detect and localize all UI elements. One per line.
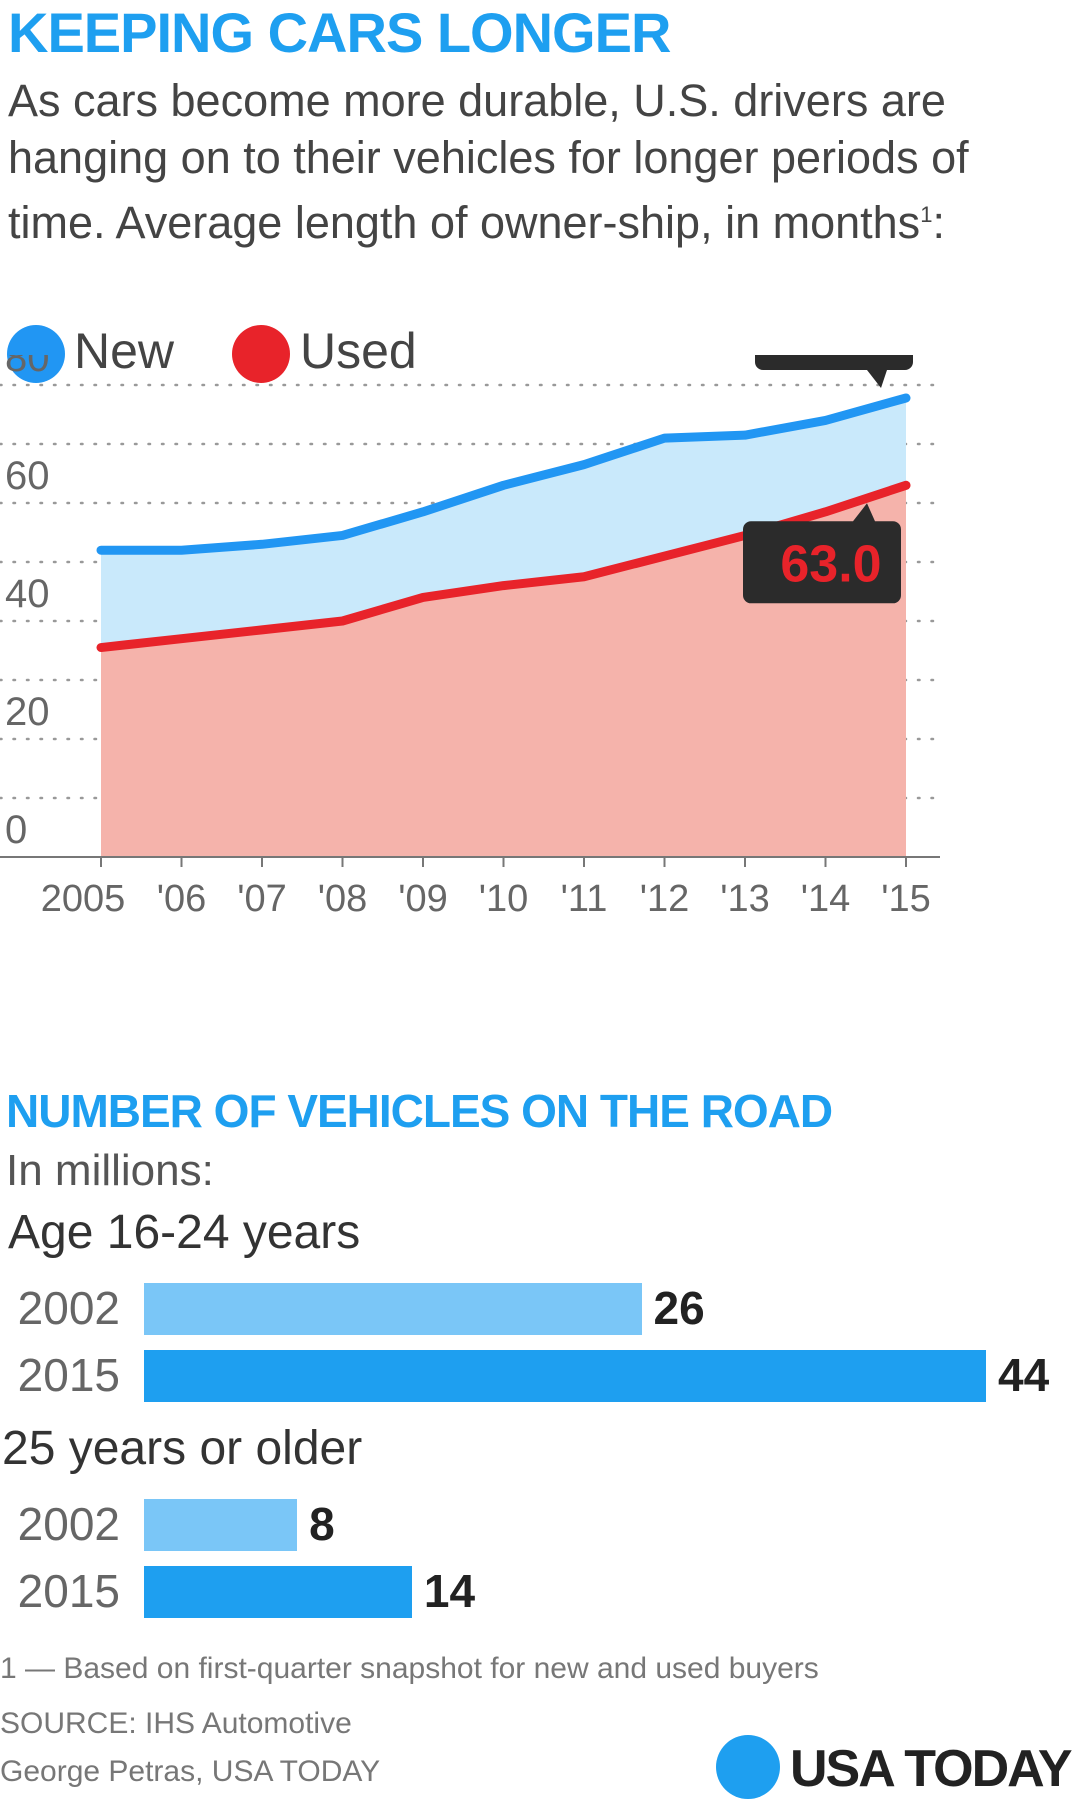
y-tick-label: 20 bbox=[5, 690, 50, 734]
footnote-mark: 1 bbox=[920, 202, 933, 227]
x-tick-label: '15 bbox=[881, 878, 931, 920]
callout-label-new: 77.8 bbox=[780, 355, 881, 360]
x-tick-label: '08 bbox=[318, 878, 368, 920]
chart-subtitle: As cars become more durable, U.S. driver… bbox=[8, 72, 1058, 251]
bar-value-label: 44 bbox=[998, 1349, 1050, 1401]
x-tick-label: '11 bbox=[561, 878, 608, 920]
area-chart: 0 20 40 60 80 2005 '06 '07 '08 '09 '10 '11 '12 '13 '14… bbox=[0, 355, 942, 920]
y-tick-label: 40 bbox=[5, 572, 50, 616]
callout-box-used bbox=[743, 503, 901, 604]
legend-dot-new bbox=[7, 325, 65, 383]
bar-group-label: 25 years or older bbox=[2, 1422, 363, 1475]
usa-today-logo-dot bbox=[716, 1735, 780, 1799]
footnote: 1 — Based on first-quarter snapshot for … bbox=[0, 1652, 819, 1685]
bar-year-label: 2015 bbox=[17, 1565, 120, 1617]
chart-areas bbox=[101, 397, 906, 857]
series-line-new bbox=[96, 393, 911, 555]
bar-value-label: 26 bbox=[653, 1282, 705, 1334]
y-tick-label: 60 bbox=[5, 454, 50, 498]
x-tick-label: '10 bbox=[479, 878, 529, 920]
subtitle-end: : bbox=[932, 197, 945, 248]
x-tick-label: '09 bbox=[398, 878, 448, 920]
bar bbox=[144, 1350, 986, 1402]
callout-label-used: 63.0 bbox=[780, 535, 881, 593]
axis: 0 20 40 60 80 2005 '06 '07 '08 '09 '10 '11 '12 '13 '14… bbox=[0, 355, 940, 920]
legend-label-used: Used bbox=[300, 323, 417, 379]
y-tick-label: 0 bbox=[5, 808, 27, 852]
source: SOURCE: IHS Automotive bbox=[0, 1707, 352, 1740]
bar-group-label: Age 16-24 years bbox=[8, 1206, 361, 1259]
credit: George Petras, USA TODAY bbox=[0, 1755, 381, 1788]
bar-value-label: 8 bbox=[309, 1498, 335, 1550]
area-used bbox=[101, 485, 906, 857]
x-tick-label: '12 bbox=[640, 878, 690, 920]
callout-box-new bbox=[755, 355, 913, 388]
legend-dot-used bbox=[232, 325, 290, 383]
x-tick-label: '07 bbox=[237, 878, 287, 920]
bar bbox=[144, 1283, 642, 1335]
bars-section-title: NUMBER OF VEHICLES ON THE ROAD bbox=[6, 1085, 833, 1137]
page-title: KEEPING CARS LONGER bbox=[8, 1, 671, 64]
x-tick-label: '13 bbox=[720, 878, 770, 920]
x-tick-label: '14 bbox=[801, 878, 851, 920]
bar-year-label: 2002 bbox=[17, 1282, 120, 1334]
bar bbox=[144, 1499, 298, 1551]
bar-year-label: 2002 bbox=[17, 1498, 120, 1550]
bar bbox=[144, 1566, 412, 1618]
usa-today-logo-text: USA TODAY bbox=[790, 1740, 1073, 1798]
y-tick-label: 80 bbox=[5, 355, 50, 380]
legend-label-new: New bbox=[74, 323, 175, 379]
x-tick-label: '06 bbox=[157, 878, 207, 920]
x-tick-label: 2005 bbox=[41, 878, 126, 920]
bar-value-label: 14 bbox=[423, 1565, 476, 1617]
callouts: 77.8 63.0 bbox=[743, 355, 913, 604]
subtitle-text: As cars become more durable, U.S. driver… bbox=[8, 75, 969, 248]
bar-year-label: 2015 bbox=[17, 1349, 120, 1401]
bars-unit: In millions: bbox=[6, 1146, 214, 1195]
